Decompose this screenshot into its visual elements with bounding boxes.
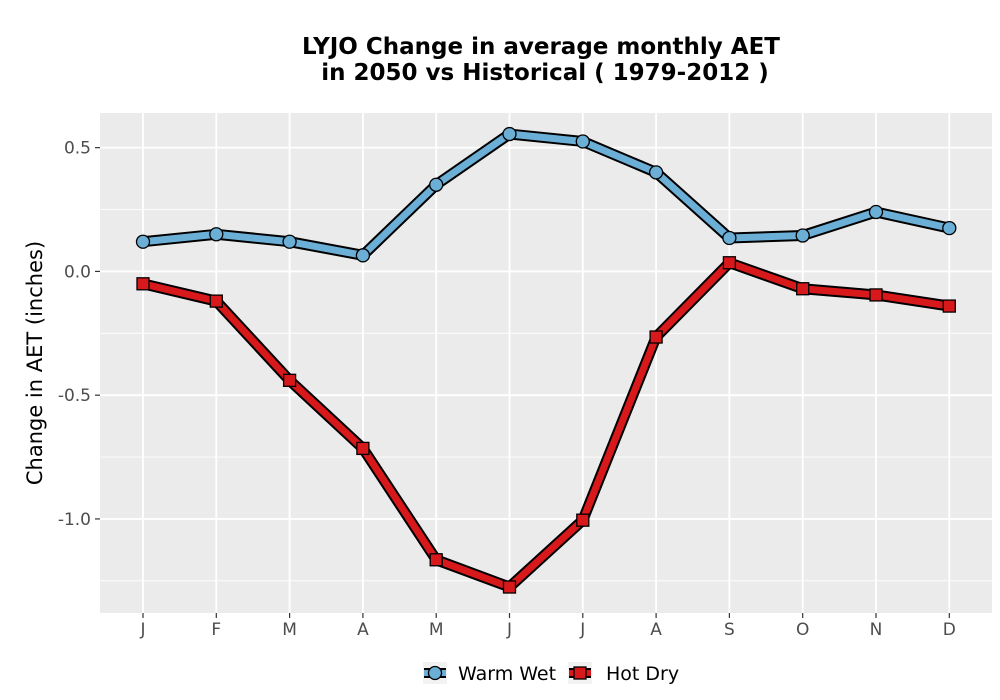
x-tick-label: M xyxy=(429,620,444,640)
x-tick-label: F xyxy=(211,620,221,640)
x-tick-label: N xyxy=(870,620,883,640)
legend-label-hot-dry: Hot Dry xyxy=(606,663,679,685)
series-warm-wet-point xyxy=(429,177,444,192)
series-warm-wet-point xyxy=(355,248,371,263)
series-hot-dry-point xyxy=(869,288,883,302)
series-hot-dry-point xyxy=(136,277,150,291)
legend: Warm Wet Hot Dry xyxy=(423,662,679,685)
x-tick-label: A xyxy=(357,620,369,640)
y-tick-label: -0.5 xyxy=(58,386,91,406)
x-tick-label: D xyxy=(943,620,956,640)
y-axis-title: Change in AET (inches) xyxy=(23,241,47,485)
series-warm-wet-point xyxy=(502,126,517,142)
x-tick-label: M xyxy=(282,620,297,640)
series-hot-dry-point xyxy=(722,256,737,270)
series-hot-dry-point xyxy=(796,282,810,296)
series-hot-dry-point xyxy=(502,580,517,594)
series-hot-dry-line xyxy=(139,259,953,591)
x-tick-label: A xyxy=(650,620,662,640)
series-warm-wet-point xyxy=(648,165,664,180)
series-hot-dry-point xyxy=(356,441,370,456)
legend-key-marker-warm-wet xyxy=(427,665,443,681)
series-warm-wet-point xyxy=(282,234,297,249)
series-warm-wet-point xyxy=(722,230,737,246)
series-hot-dry-point xyxy=(429,553,443,567)
series-warm-wet-line xyxy=(139,130,953,259)
series-warm-wet-point xyxy=(135,234,151,249)
series-warm-wet-point xyxy=(868,204,884,220)
y-axis-ticks: 0.5 0.0 -0.5 -1.0 xyxy=(58,139,100,530)
series-hot-dry-point xyxy=(282,373,297,387)
x-tick-label: S xyxy=(724,620,735,640)
series-hot-dry-point xyxy=(649,330,663,344)
series-warm-wet-point xyxy=(795,228,810,243)
legend-label-warm-wet: Warm Wet xyxy=(458,663,556,685)
y-tick-label: 0.5 xyxy=(64,139,91,159)
series-layer xyxy=(135,126,957,594)
x-tick-label: J xyxy=(506,620,512,640)
plot-panel xyxy=(100,113,992,613)
series-hot-dry-point xyxy=(209,294,223,308)
y-tick-label: -1.0 xyxy=(58,510,91,530)
y-tick-label: 0.0 xyxy=(64,262,91,282)
legend-key-marker-hot-dry xyxy=(573,666,587,680)
series-warm-wet-point xyxy=(942,220,957,236)
chart-title-line-2: in 2050 vs Historical ( 1979-2012 ) xyxy=(321,60,768,86)
x-tick-label: J xyxy=(139,620,145,640)
series-hot-dry-point xyxy=(576,513,590,527)
x-tick-label: J xyxy=(579,620,585,640)
chart-title-line-1: LYJO Change in average monthly AET xyxy=(302,34,780,60)
series-warm-wet-point xyxy=(575,134,590,149)
x-tick-label: O xyxy=(796,620,809,640)
grid-major xyxy=(100,113,992,613)
series-warm-wet-point xyxy=(209,227,224,242)
series-hot-dry-point xyxy=(942,299,956,313)
